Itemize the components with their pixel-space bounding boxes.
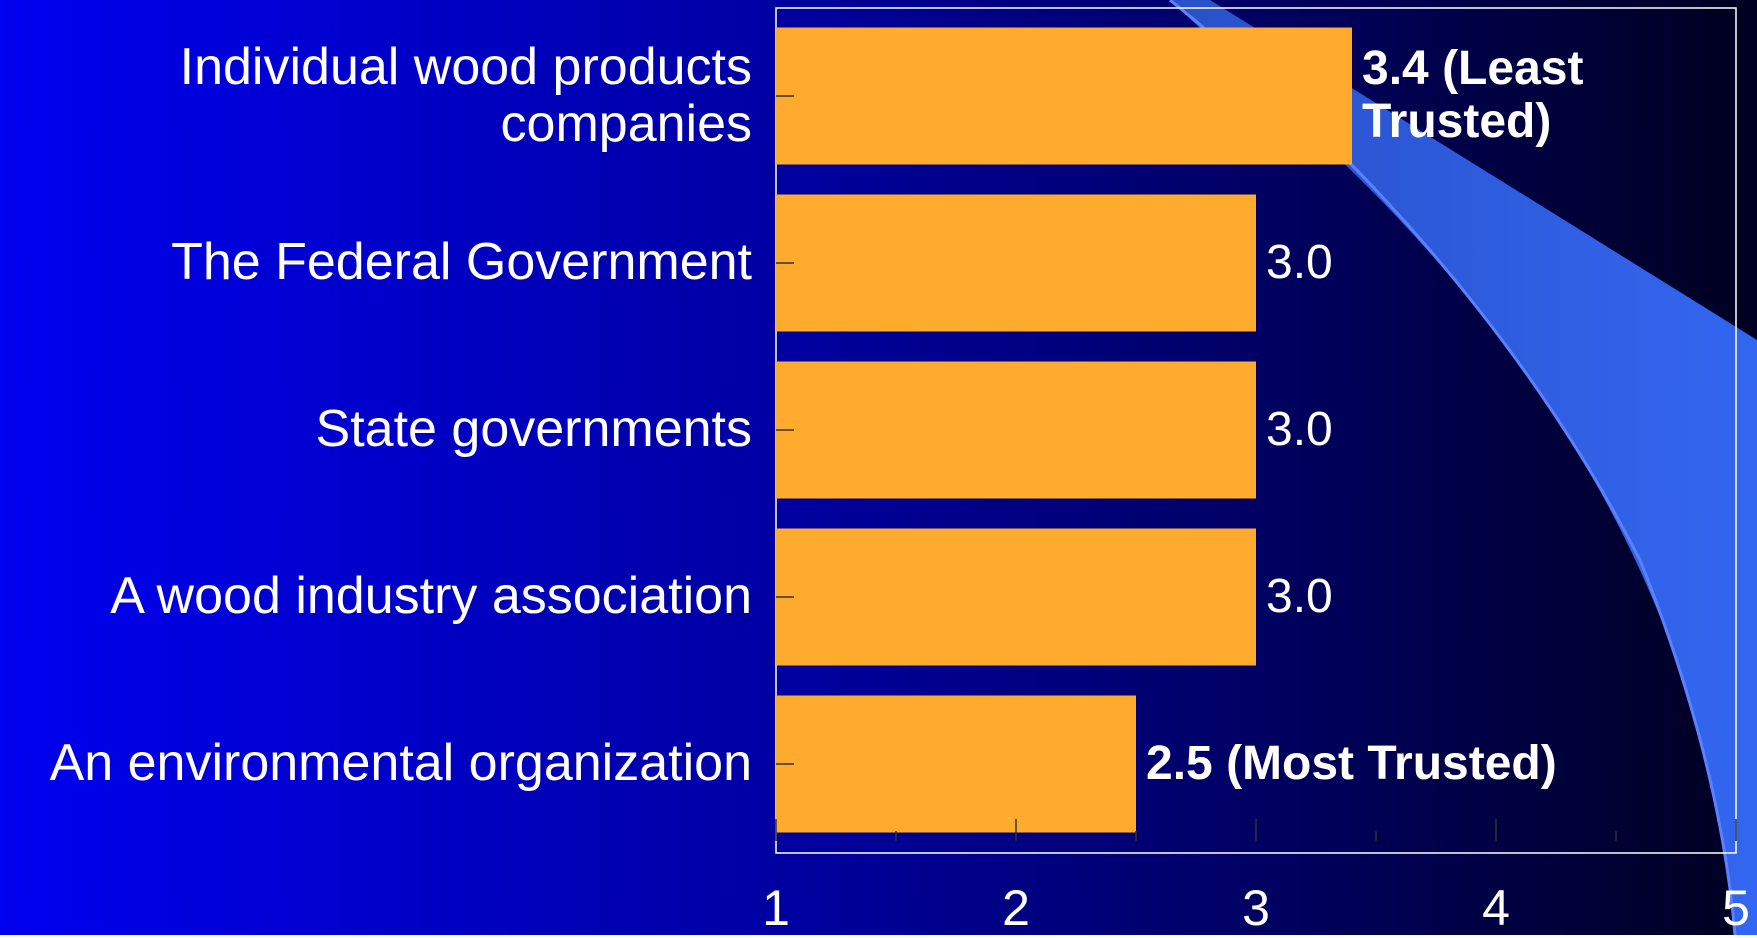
category-label: A wood industry association	[110, 567, 752, 626]
category-label: An environmental organization	[49, 734, 752, 793]
value-label: 2.5 (Most Trusted)	[1146, 736, 1557, 790]
bar	[776, 695, 1136, 833]
bar	[776, 194, 1256, 332]
swoosh	[1170, 0, 1757, 935]
x-tick-label: 1	[762, 879, 790, 936]
value-label: 3.4 (Least Trusted)	[1362, 42, 1584, 148]
x-tick-label: 3	[1242, 879, 1270, 936]
bar	[776, 361, 1256, 499]
category-label: Individual wood products companies	[179, 37, 752, 153]
value-label: 3.0	[1266, 235, 1333, 289]
x-tick-label: 4	[1482, 879, 1510, 936]
x-tick-label: 5	[1722, 879, 1750, 936]
category-label: State governments	[315, 400, 752, 459]
bar	[776, 27, 1352, 165]
bar	[776, 528, 1256, 666]
category-label: The Federal Government	[171, 233, 752, 292]
value-label: 3.0	[1266, 569, 1333, 623]
value-label: 3.0	[1266, 402, 1333, 456]
x-tick-label: 2	[1002, 879, 1030, 936]
